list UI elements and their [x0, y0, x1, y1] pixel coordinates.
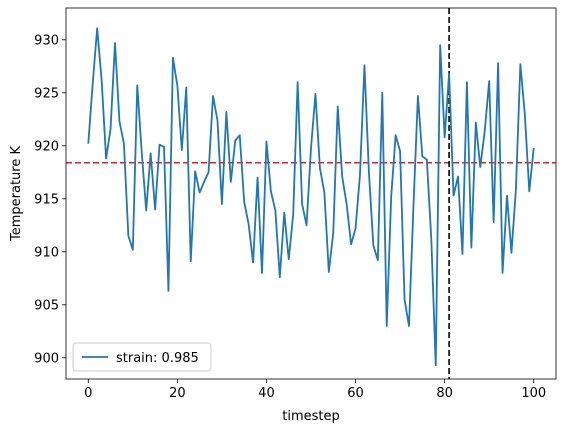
series-line — [87, 27, 535, 367]
x-tick-label: 20 — [169, 386, 186, 401]
y-tick-label: 910 — [34, 245, 59, 260]
y-axis-label: Temperature K — [9, 146, 24, 242]
legend: strain: 0.985 — [72, 342, 212, 372]
x-tick-label: 100 — [521, 386, 546, 401]
y-tick-label: 915 — [34, 192, 59, 207]
x-axis-label: timestep — [282, 409, 340, 424]
y-tick-label: 925 — [34, 86, 59, 101]
x-tick-label: 0 — [84, 386, 92, 401]
y-tick-label: 905 — [34, 298, 59, 313]
x-tick-label: 80 — [436, 386, 453, 401]
x-tick-label: 60 — [347, 386, 364, 401]
y-tick-label: 930 — [34, 33, 59, 48]
x-axis: 0 20 40 60 80 100 — [84, 379, 546, 401]
legend-box — [72, 342, 212, 372]
plot-area-frame — [65, 7, 557, 380]
series-layer — [87, 27, 535, 367]
legend-label: strain: 0.985 — [116, 351, 199, 366]
x-tick-label: 40 — [258, 386, 275, 401]
y-tick-label: 900 — [34, 351, 59, 366]
y-axis: 900 905 910 915 920 925 930 — [34, 33, 66, 366]
y-tick-label: 920 — [34, 139, 59, 154]
